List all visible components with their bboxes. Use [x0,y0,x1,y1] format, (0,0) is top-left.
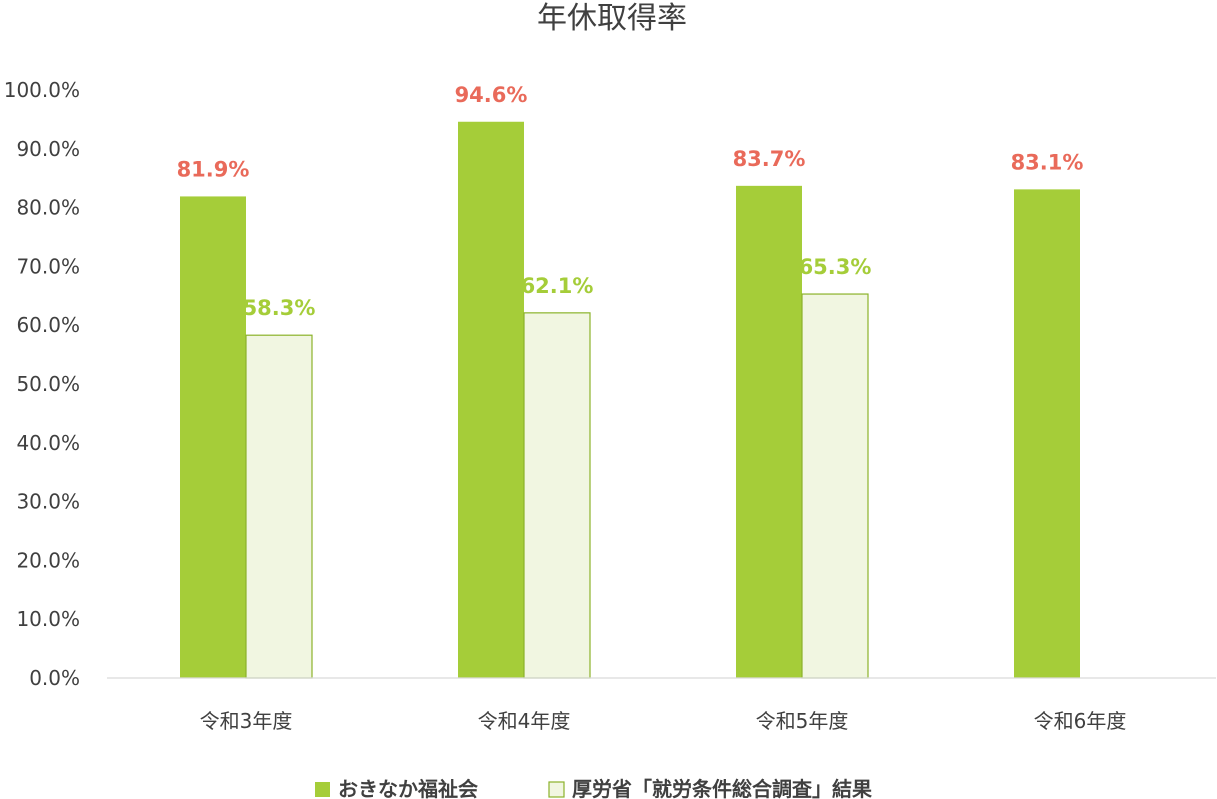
x-axis: 令和3年度 令和4年度 令和5年度 令和6年度 [200,709,1127,733]
x-tick-label: 令和6年度 [1034,709,1127,733]
bar-series1-2 [458,122,524,678]
data-label-series2-2: 62.1% [521,274,594,298]
y-tick-label: 50.0% [16,372,80,396]
y-tick-label: 20.0% [16,548,80,572]
bar-series1-3 [736,186,802,678]
y-tick-label: 60.0% [16,313,80,337]
y-tick-label: 100.0% [4,78,80,102]
legend-swatch-okinaka [315,782,330,797]
x-tick-label: 令和4年度 [478,709,571,733]
data-label-series1-4: 83.1% [1011,150,1084,174]
data-label-series1-2: 94.6% [455,83,528,107]
legend-label-mhlw: 厚労省「就労条件総合調査」結果 [572,777,872,799]
data-label-series2-3: 65.3% [799,255,872,279]
y-tick-label: 30.0% [16,490,80,514]
data-label-series1-1: 81.9% [177,157,250,181]
x-tick-label: 令和5年度 [756,709,849,733]
y-tick-label: 90.0% [16,137,80,161]
y-tick-label: 0.0% [29,666,80,690]
y-tick-label: 80.0% [16,196,80,220]
x-tick-label: 令和3年度 [200,709,293,733]
bar-series1-1 [180,196,246,678]
bar-series2-3 [802,294,868,678]
bar-series2-1 [246,335,312,678]
legend-swatch-mhlw [549,782,564,797]
y-tick-label: 10.0% [16,607,80,631]
chart-title: 年休取得率 [537,1,687,36]
legend-label-okinaka: おきなか福祉会 [338,777,478,799]
y-tick-label: 40.0% [16,431,80,455]
y-axis: 0.0% 10.0% 20.0% 30.0% 40.0% 50.0% 60.0% 70.0% 8… [4,78,80,690]
plot-area: 81.9% 58.3% 94.6% 62.1% 83.7% 65.3% 83.1% [177,83,1084,678]
data-label-series2-1: 58.3% [243,296,316,320]
data-label-series1-3: 83.7% [733,147,806,171]
legend: おきなか福祉会 厚労省「就労条件総合調査」結果 [315,777,872,799]
bar-series2-2 [524,313,590,678]
bar-series1-4 [1014,189,1080,678]
y-tick-label: 70.0% [16,254,80,278]
